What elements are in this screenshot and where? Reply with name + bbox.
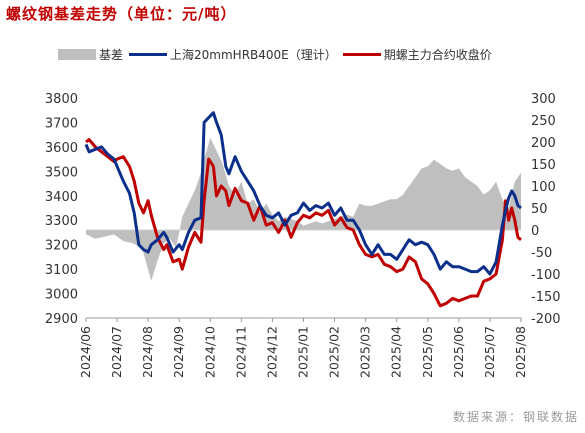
legend: 基差 上海20mmHRB400E（理计） 期螺主力合约收盘价 bbox=[58, 46, 498, 63]
y-left-tick-label: 3700 bbox=[45, 116, 78, 131]
x-tick-label: 2025/04 bbox=[389, 326, 404, 378]
y-right-tick-label: 150 bbox=[531, 158, 556, 173]
y-right-tick-label: -100 bbox=[531, 268, 561, 283]
y-right-tick-label: 300 bbox=[531, 92, 556, 107]
y-right-tick-label: 0 bbox=[531, 224, 539, 239]
y-left-tick-label: 3100 bbox=[45, 263, 78, 278]
legend-swatch-basis bbox=[58, 49, 96, 60]
chart-title: 螺纹钢基差走势（单位：元/吨） bbox=[6, 5, 237, 23]
x-tick-label: 2024/09 bbox=[171, 326, 186, 378]
y-left-tick-label: 3500 bbox=[45, 165, 78, 180]
y-right-tick-label: 100 bbox=[531, 180, 556, 195]
x-tick-label: 2024/10 bbox=[202, 326, 217, 378]
x-tick-label: 2024/11 bbox=[233, 326, 248, 378]
x-tick-label: 2025/07 bbox=[482, 326, 497, 378]
x-tick-label: 2025/08 bbox=[513, 326, 528, 378]
legend-label-futures: 期螺主力合约收盘价 bbox=[383, 48, 492, 62]
x-tick-label: 2025/05 bbox=[420, 326, 435, 378]
legend-label-basis: 基差 bbox=[99, 48, 124, 62]
y-left-tick-label: 2900 bbox=[45, 312, 78, 327]
y-right-tick-label: 250 bbox=[531, 114, 556, 129]
x-tick-label: 2025/06 bbox=[451, 326, 466, 378]
y-right-tick-label: -150 bbox=[531, 290, 561, 305]
series-area-basis bbox=[86, 137, 521, 281]
y-right-tick-label: -50 bbox=[531, 246, 552, 261]
legend-swatch-spot bbox=[129, 53, 168, 56]
y-left-tick-label: 3800 bbox=[45, 92, 78, 107]
x-tick-label: 2024/12 bbox=[264, 326, 279, 378]
x-tick-label: 2024/06 bbox=[78, 326, 93, 378]
x-tick-label: 2024/08 bbox=[140, 326, 155, 378]
legend-item-futures: 期螺主力合约收盘价 bbox=[342, 46, 492, 63]
x-tick-label: 2025/02 bbox=[327, 326, 342, 378]
y-right-tick-label: -200 bbox=[531, 312, 561, 327]
x-tick-label: 2024/07 bbox=[109, 326, 124, 378]
legend-item-spot: 上海20mmHRB400E（理计） bbox=[129, 46, 337, 63]
y-left-tick-label: 3600 bbox=[45, 141, 78, 156]
series-line-futures bbox=[85, 138, 522, 308]
y-left-tick-label: 3400 bbox=[45, 190, 78, 205]
y-right-tick-label: 200 bbox=[531, 136, 556, 151]
x-tick-label: 2025/01 bbox=[296, 326, 311, 378]
y-left-tick-label: 3200 bbox=[45, 239, 78, 254]
x-tick-label: 2025/03 bbox=[358, 326, 373, 378]
legend-label-spot: 上海20mmHRB400E（理计） bbox=[170, 48, 337, 62]
y-right-tick-label: 50 bbox=[531, 202, 548, 217]
y-left-tick-label: 3000 bbox=[45, 288, 78, 303]
legend-item-basis: 基差 bbox=[58, 46, 123, 63]
legend-swatch-futures bbox=[342, 53, 381, 56]
source-note: 数据来源：钢联数据 bbox=[452, 410, 579, 424]
y-left-tick-label: 3300 bbox=[45, 214, 78, 229]
series-line-spot bbox=[84, 111, 522, 276]
